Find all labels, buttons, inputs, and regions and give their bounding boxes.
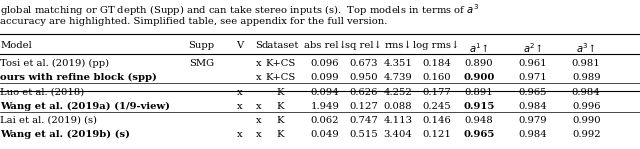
Text: 0.062: 0.062: [311, 116, 339, 125]
Text: 0.961: 0.961: [518, 59, 547, 68]
Text: 0.900: 0.900: [463, 73, 495, 82]
Text: 0.096: 0.096: [311, 59, 339, 68]
Text: 0.984: 0.984: [518, 102, 547, 111]
Text: K: K: [276, 116, 284, 125]
Text: 0.747: 0.747: [349, 116, 378, 125]
Text: 0.121: 0.121: [422, 130, 451, 139]
Text: SMG: SMG: [189, 59, 214, 68]
Text: sq rel↓: sq rel↓: [345, 41, 382, 50]
Text: ours with refine block (spp): ours with refine block (spp): [0, 73, 157, 83]
Text: 0.948: 0.948: [465, 116, 493, 125]
Text: accuracy are highlighted. Simplified table, see appendix for the full version.: accuracy are highlighted. Simplified tab…: [0, 17, 387, 26]
Text: $a^1$↑: $a^1$↑: [469, 41, 488, 55]
Text: K: K: [276, 88, 284, 97]
Text: 0.673: 0.673: [349, 59, 378, 68]
Text: dataset: dataset: [262, 41, 299, 50]
Text: Wang et al. (2019a) (1/9-view): Wang et al. (2019a) (1/9-view): [0, 102, 170, 111]
Text: 3.404: 3.404: [383, 130, 413, 139]
Text: x: x: [256, 73, 261, 82]
Text: 0.990: 0.990: [572, 116, 600, 125]
Text: x: x: [237, 130, 242, 139]
Text: 0.626: 0.626: [349, 88, 378, 97]
Text: 0.891: 0.891: [465, 88, 493, 97]
Text: 0.160: 0.160: [422, 73, 451, 82]
Text: K: K: [276, 102, 284, 111]
Text: 0.915: 0.915: [463, 102, 495, 111]
Text: 0.979: 0.979: [518, 116, 547, 125]
Text: 0.981: 0.981: [572, 59, 600, 68]
Text: abs rel↓: abs rel↓: [304, 41, 346, 50]
Text: Wang et al. (2019b) (s): Wang et al. (2019b) (s): [0, 130, 130, 139]
Text: Tosi et al. (2019) (pp): Tosi et al. (2019) (pp): [0, 59, 109, 68]
Text: x: x: [256, 130, 261, 139]
Text: 4.113: 4.113: [383, 116, 413, 125]
Text: 0.996: 0.996: [572, 102, 600, 111]
Text: 0.515: 0.515: [349, 130, 378, 139]
Text: K+CS: K+CS: [265, 59, 296, 68]
Text: 0.184: 0.184: [422, 59, 451, 68]
Text: 0.094: 0.094: [311, 88, 339, 97]
Text: 0.992: 0.992: [572, 130, 600, 139]
Text: x: x: [256, 102, 261, 111]
Text: 0.088: 0.088: [384, 102, 412, 111]
Text: log rms↓: log rms↓: [413, 41, 460, 50]
Text: Supp: Supp: [189, 41, 214, 50]
Text: global matching or GT depth (Supp) and can take stereo inputs (s).  Top models i: global matching or GT depth (Supp) and c…: [0, 2, 479, 18]
Text: Lai et al. (2019) (s): Lai et al. (2019) (s): [0, 116, 97, 125]
Text: Model: Model: [0, 41, 32, 50]
Text: 0.099: 0.099: [311, 73, 339, 82]
Text: x: x: [237, 88, 242, 97]
Text: 0.890: 0.890: [465, 59, 493, 68]
Text: 0.984: 0.984: [518, 130, 547, 139]
Text: S: S: [255, 41, 262, 50]
Text: 0.146: 0.146: [422, 116, 451, 125]
Text: Luo et al. (2018): Luo et al. (2018): [0, 88, 84, 97]
Text: 0.965: 0.965: [518, 88, 547, 97]
Text: x: x: [256, 116, 261, 125]
Text: 0.177: 0.177: [422, 88, 451, 97]
Text: 1.949: 1.949: [310, 102, 340, 111]
Text: 0.049: 0.049: [311, 130, 339, 139]
Text: $a^3$↑: $a^3$↑: [577, 41, 596, 55]
Text: x: x: [256, 59, 261, 68]
Text: 0.245: 0.245: [422, 102, 451, 111]
Text: 0.950: 0.950: [349, 73, 378, 82]
Text: K+CS: K+CS: [265, 73, 296, 82]
Text: 0.127: 0.127: [349, 102, 378, 111]
Text: 0.965: 0.965: [463, 130, 495, 139]
Text: 4.252: 4.252: [384, 88, 412, 97]
Text: 0.971: 0.971: [518, 73, 547, 82]
Text: x: x: [237, 102, 242, 111]
Text: $a^2$↑: $a^2$↑: [523, 41, 542, 55]
Text: 0.989: 0.989: [572, 73, 600, 82]
Text: V: V: [236, 41, 243, 50]
Text: 4.739: 4.739: [384, 73, 412, 82]
Text: rms↓: rms↓: [384, 41, 412, 50]
Text: K: K: [276, 130, 284, 139]
Text: 4.351: 4.351: [383, 59, 413, 68]
Text: 0.984: 0.984: [572, 88, 600, 97]
